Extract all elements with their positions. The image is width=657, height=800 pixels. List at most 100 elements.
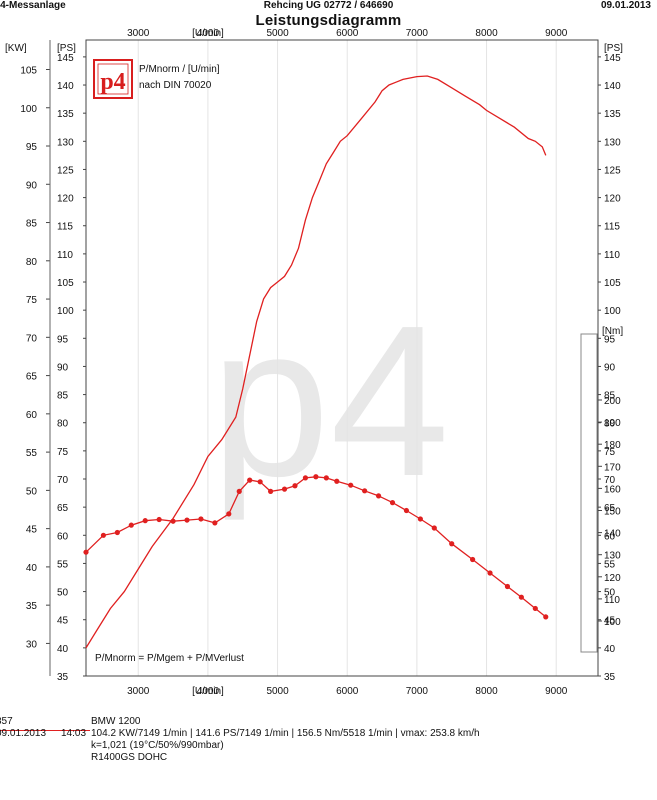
ps-tick-label-left: 110	[57, 250, 73, 261]
torque-point	[532, 605, 538, 612]
kw-tick-label: 80	[26, 257, 38, 268]
header-app-name: p4-Messanlage	[0, 0, 66, 11]
torque-point	[281, 486, 288, 492]
ps-tick-label-left: 60	[57, 531, 69, 542]
kw-tick-label: 55	[26, 448, 38, 459]
nm-tick-label: 200	[604, 396, 621, 407]
torque-point	[267, 488, 274, 494]
ps-tick-label-left: 140	[57, 81, 74, 92]
torque-point	[417, 516, 423, 522]
torque-point	[313, 474, 319, 480]
torque-point	[470, 556, 476, 563]
ps-tick-label-right: 100	[604, 306, 621, 317]
torque-point	[504, 583, 511, 590]
ps-tick-label-right: 85	[604, 391, 616, 402]
ps-tick-label-left: 35	[57, 672, 69, 683]
chart-title: Leistungsdiagramm	[255, 12, 402, 29]
torque-point	[302, 475, 309, 481]
rpm-tick-label-bottom: 5000	[266, 686, 289, 697]
nm-unit-label: [Nm]	[602, 326, 623, 337]
torque-point	[184, 517, 190, 523]
axes: 35 35 40 40 45 45 50 50 55 55 60 60 65 65 70 70 75 75 80 80…	[5, 28, 623, 697]
nm-tick-label: 140	[604, 529, 621, 540]
ps-tick-label-left: 80	[57, 419, 69, 430]
rpm-tick-label-top: 4000	[197, 28, 220, 39]
nm-tick-label: 120	[604, 573, 621, 584]
ps-tick-label-left: 90	[57, 362, 69, 373]
watermark-text: p4	[210, 280, 449, 521]
torque-point	[114, 529, 120, 536]
header-date: 09.01.2013	[600, 0, 651, 11]
torque-point	[403, 507, 410, 514]
torque-point	[100, 532, 107, 538]
kw-tick-label: 100	[20, 104, 37, 115]
torque-point	[543, 614, 549, 620]
torque-point	[236, 488, 242, 494]
ps-tick-label-right: 55	[604, 559, 616, 570]
ps-tick-label-right: 95	[604, 334, 616, 345]
kw-tick-label: 105	[20, 65, 37, 76]
info-vehicle: BMW 1200	[91, 716, 141, 727]
nm-tick-label: 160	[604, 484, 621, 495]
info-conditions: k=1,021 (19°C/50%/990mbar)	[91, 740, 224, 751]
ps-tick-label-left: 55	[57, 559, 69, 570]
ps-tick-label-right: 125	[604, 165, 621, 176]
nm-tick-label: 170	[604, 462, 621, 473]
ps-tick-label-left: 145	[57, 53, 74, 64]
nm-tick-label: 150	[604, 507, 621, 518]
logo-text: p4	[100, 69, 125, 95]
rpm-tick-label-bottom: 6000	[336, 686, 359, 697]
ps-tick-label-left: 95	[57, 334, 69, 345]
rpm-tick-label-bottom: 8000	[475, 686, 498, 697]
legend-formula: P/Mnorm = P/Mgem + P/MVerlust	[95, 653, 244, 664]
ps-unit-label-left: [PS]	[57, 43, 76, 54]
torque-point	[212, 520, 218, 526]
ps-tick-label-left: 85	[57, 391, 69, 402]
torque-point	[389, 500, 396, 506]
torque-point	[156, 516, 162, 523]
ps-tick-label-left: 130	[57, 137, 74, 148]
ps-tick-label-right: 145	[604, 53, 621, 64]
torque-point	[226, 511, 232, 517]
ps-tick-label-right: 115	[604, 222, 620, 233]
torque-point	[348, 482, 354, 488]
ps-tick-label-left: 105	[57, 278, 74, 289]
torque-point	[257, 479, 263, 485]
ps-tick-label-left: 75	[57, 447, 69, 458]
ps-tick-label-left: 65	[57, 503, 69, 514]
ps-tick-label-right: 75	[604, 447, 616, 458]
nm-tick-label: 130	[604, 551, 621, 562]
rpm-tick-label-top: 8000	[475, 28, 498, 39]
ps-tick-label-left: 45	[57, 616, 69, 627]
ps-tick-label-left: 40	[57, 644, 69, 655]
legend-line-1: P/Mnorm / [U/min]	[139, 64, 220, 75]
ps-tick-label-right: 105	[604, 278, 621, 289]
ps-tick-label-right: 50	[604, 588, 616, 599]
rpm-tick-label-top: 5000	[266, 28, 289, 39]
power-curve	[85, 75, 547, 649]
ps-tick-label-right: 40	[604, 644, 616, 655]
kw-tick-label: 75	[26, 295, 38, 306]
ps-tick-label-left: 50	[57, 588, 69, 599]
ps-tick-label-right: 35	[604, 672, 616, 683]
ps-tick-label-right: 110	[604, 250, 620, 261]
ps-tick-label-right: 65	[604, 503, 616, 514]
rpm-unit-label-bottom: [U/min]	[192, 686, 224, 697]
rpm-tick-label-top: 7000	[406, 28, 429, 39]
info-id: 357	[0, 716, 13, 727]
nm-axis-box: [Nm] 100 110 120 130 140 150 160 170 180 190 200	[580, 326, 623, 653]
rpm-tick-label-bottom: 9000	[545, 686, 568, 697]
nm-tick-label: 110	[604, 595, 620, 606]
torque-point	[334, 478, 340, 484]
info-results: 104.2 KW/7149 1/min | 141.6 PS/7149 1/mi…	[91, 728, 480, 739]
kw-tick-label: 95	[26, 142, 38, 153]
kw-tick-label: 40	[26, 563, 38, 574]
info-underline	[0, 730, 90, 731]
nm-tick-label: 100	[604, 617, 621, 628]
kw-unit-label: [KW]	[5, 43, 27, 54]
torque-point	[362, 488, 368, 494]
ps-tick-label-right: 90	[604, 362, 616, 373]
info-date: 09.01.2013	[0, 728, 47, 739]
ps-tick-label-left: 70	[57, 475, 69, 486]
